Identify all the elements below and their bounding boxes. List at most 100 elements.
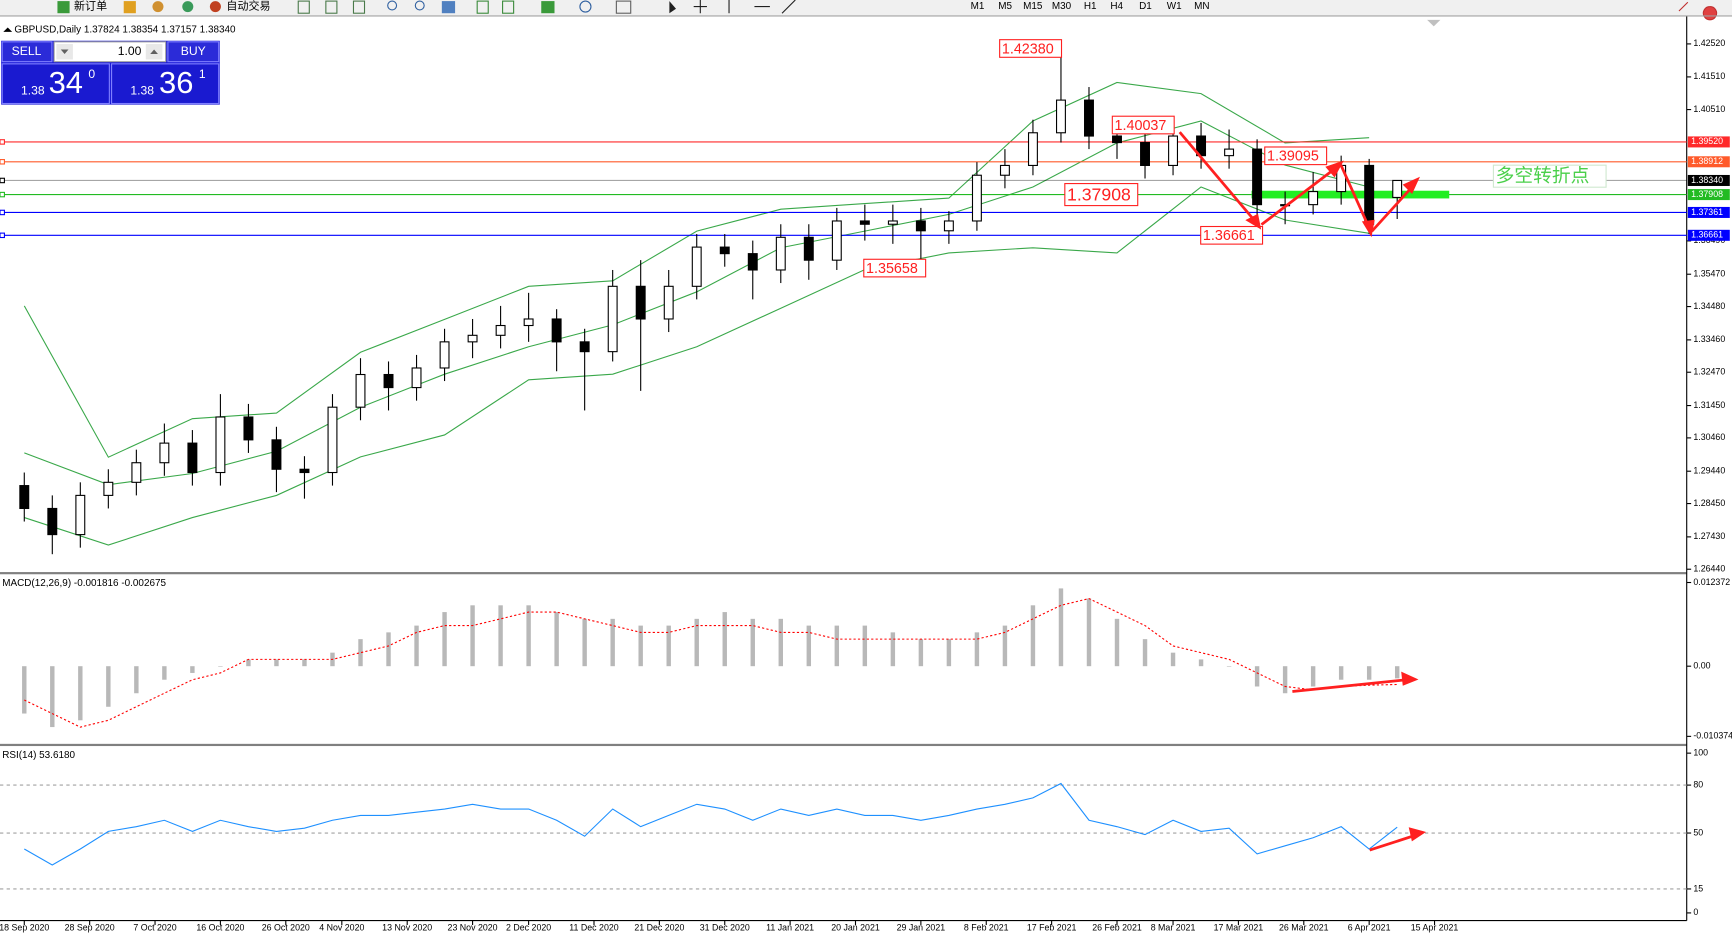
x-tick-label: 17 Mar 2021 bbox=[1214, 923, 1264, 933]
collapse-icon[interactable] bbox=[3, 27, 13, 32]
macd-bar bbox=[1394, 666, 1400, 679]
line-handle bbox=[0, 177, 5, 184]
candle-body bbox=[579, 341, 590, 353]
toolbar-icon[interactable] bbox=[123, 1, 136, 14]
toolbar-button-label[interactable]: 自动交易 bbox=[226, 0, 270, 13]
macd-bar bbox=[1198, 659, 1204, 667]
x-tick-label: 17 Feb 2021 bbox=[1027, 923, 1077, 933]
toolbar-icon[interactable] bbox=[182, 1, 194, 13]
period-button[interactable]: MN bbox=[1194, 1, 1209, 12]
toolbar-icon[interactable] bbox=[325, 0, 338, 14]
price-label-bg bbox=[1687, 174, 1730, 186]
arrow bbox=[1178, 131, 1259, 225]
toolbar-icon[interactable] bbox=[615, 0, 632, 14]
autotrade-icon[interactable] bbox=[209, 1, 221, 13]
toolbar-icon[interactable] bbox=[441, 1, 456, 14]
macd-bar bbox=[470, 605, 475, 667]
price-annotation: 1.39095 bbox=[1267, 149, 1319, 165]
price-annotation-box bbox=[1064, 183, 1139, 207]
macd-bar bbox=[246, 659, 251, 667]
toolbar-button-label[interactable]: 新订单 bbox=[74, 0, 107, 13]
price-label-bg bbox=[1687, 189, 1730, 201]
period-button[interactable]: D1 bbox=[1139, 1, 1152, 12]
ask-box[interactable] bbox=[111, 63, 220, 105]
price-annotation-box bbox=[999, 39, 1063, 58]
buy-button[interactable] bbox=[167, 41, 220, 63]
arrow bbox=[1260, 166, 1338, 226]
toolbar bbox=[0, 0, 1732, 21]
macd-bar bbox=[218, 666, 223, 667]
pane-title: MACD(12,26,9) -0.001816 -0.002675 bbox=[2, 578, 166, 589]
y-tick-label: 1.40510 bbox=[1693, 104, 1725, 114]
candle-body bbox=[75, 494, 86, 536]
candle-body bbox=[47, 507, 58, 536]
toolbar-icon[interactable] bbox=[352, 0, 366, 14]
y-tick-label: 50 bbox=[1693, 827, 1703, 837]
candle-body bbox=[971, 174, 982, 222]
period-button[interactable]: M15 bbox=[1023, 1, 1043, 12]
toolbar-icon[interactable] bbox=[297, 0, 310, 14]
note: 多空转折点 bbox=[1496, 165, 1590, 186]
candle-body bbox=[159, 442, 170, 464]
volume-box[interactable] bbox=[53, 41, 167, 63]
candle-body bbox=[523, 318, 534, 327]
crosshair-icon[interactable] bbox=[693, 0, 707, 14]
macd-bar bbox=[1254, 666, 1260, 687]
arrow bbox=[1369, 833, 1418, 852]
y-tick-label: 0.00 bbox=[1693, 661, 1710, 671]
toolbar-icon[interactable] bbox=[476, 0, 489, 14]
pane-title: RSI(14) 53.6180 bbox=[2, 750, 75, 761]
y-tick-label: 1.31450 bbox=[1693, 400, 1725, 410]
draw-icons[interactable] bbox=[728, 0, 796, 14]
line-handle bbox=[0, 209, 5, 216]
macd-bar bbox=[302, 659, 307, 667]
pane-separator bbox=[0, 743, 1687, 747]
new-order-icon[interactable] bbox=[57, 1, 70, 14]
separator bbox=[0, 15, 1732, 17]
candle-body bbox=[215, 416, 226, 474]
bid-box[interactable] bbox=[1, 63, 110, 105]
y-tick-label: 1.35470 bbox=[1693, 269, 1725, 279]
arrowhead bbox=[1402, 176, 1420, 194]
y-tick-label: 1.41510 bbox=[1693, 71, 1725, 81]
arrowhead bbox=[1408, 827, 1427, 842]
macd-bar bbox=[582, 618, 587, 667]
macd-bar bbox=[386, 632, 391, 667]
macd-bar bbox=[526, 605, 531, 667]
macd-bar bbox=[1142, 639, 1148, 667]
x-tick-label: 31 Dec 2020 bbox=[700, 923, 750, 933]
signal-line bbox=[24, 598, 1398, 728]
toolbar-icon[interactable] bbox=[1678, 1, 1718, 21]
toolbar-icon[interactable] bbox=[579, 0, 592, 13]
zoom-in[interactable] bbox=[387, 0, 398, 11]
arrow bbox=[1370, 184, 1415, 233]
period-button[interactable]: M1 bbox=[971, 1, 985, 12]
macd-bar bbox=[106, 666, 111, 707]
toolbar-icon[interactable] bbox=[541, 1, 555, 14]
period-button[interactable]: H1 bbox=[1084, 1, 1097, 12]
candle-body bbox=[915, 220, 926, 232]
toolbar-icon[interactable] bbox=[152, 1, 164, 13]
period-button[interactable]: W1 bbox=[1167, 1, 1182, 12]
zoom-out[interactable] bbox=[414, 0, 425, 11]
candle-body bbox=[859, 220, 870, 225]
candle-body bbox=[663, 285, 674, 320]
y-tick-label: 1.29440 bbox=[1693, 466, 1725, 476]
period-button[interactable]: M5 bbox=[998, 1, 1012, 12]
macd-bar bbox=[750, 618, 755, 667]
sell-button[interactable] bbox=[1, 41, 53, 63]
period-button[interactable]: H4 bbox=[1110, 1, 1123, 12]
toolbar-icon[interactable] bbox=[502, 0, 515, 14]
macd-bar bbox=[50, 666, 55, 728]
macd-bar bbox=[1282, 666, 1288, 694]
period-button[interactable]: M30 bbox=[1052, 1, 1072, 12]
candle-body bbox=[1252, 148, 1263, 206]
x-tick-label: 23 Nov 2020 bbox=[448, 923, 498, 933]
cursor-icon[interactable] bbox=[669, 1, 677, 14]
bid-big-figure: 1.38 bbox=[21, 84, 45, 98]
candle-body bbox=[831, 220, 842, 261]
arrow bbox=[1339, 164, 1371, 230]
y-tick-label: 1.27430 bbox=[1693, 531, 1725, 541]
candle-body bbox=[747, 253, 758, 271]
